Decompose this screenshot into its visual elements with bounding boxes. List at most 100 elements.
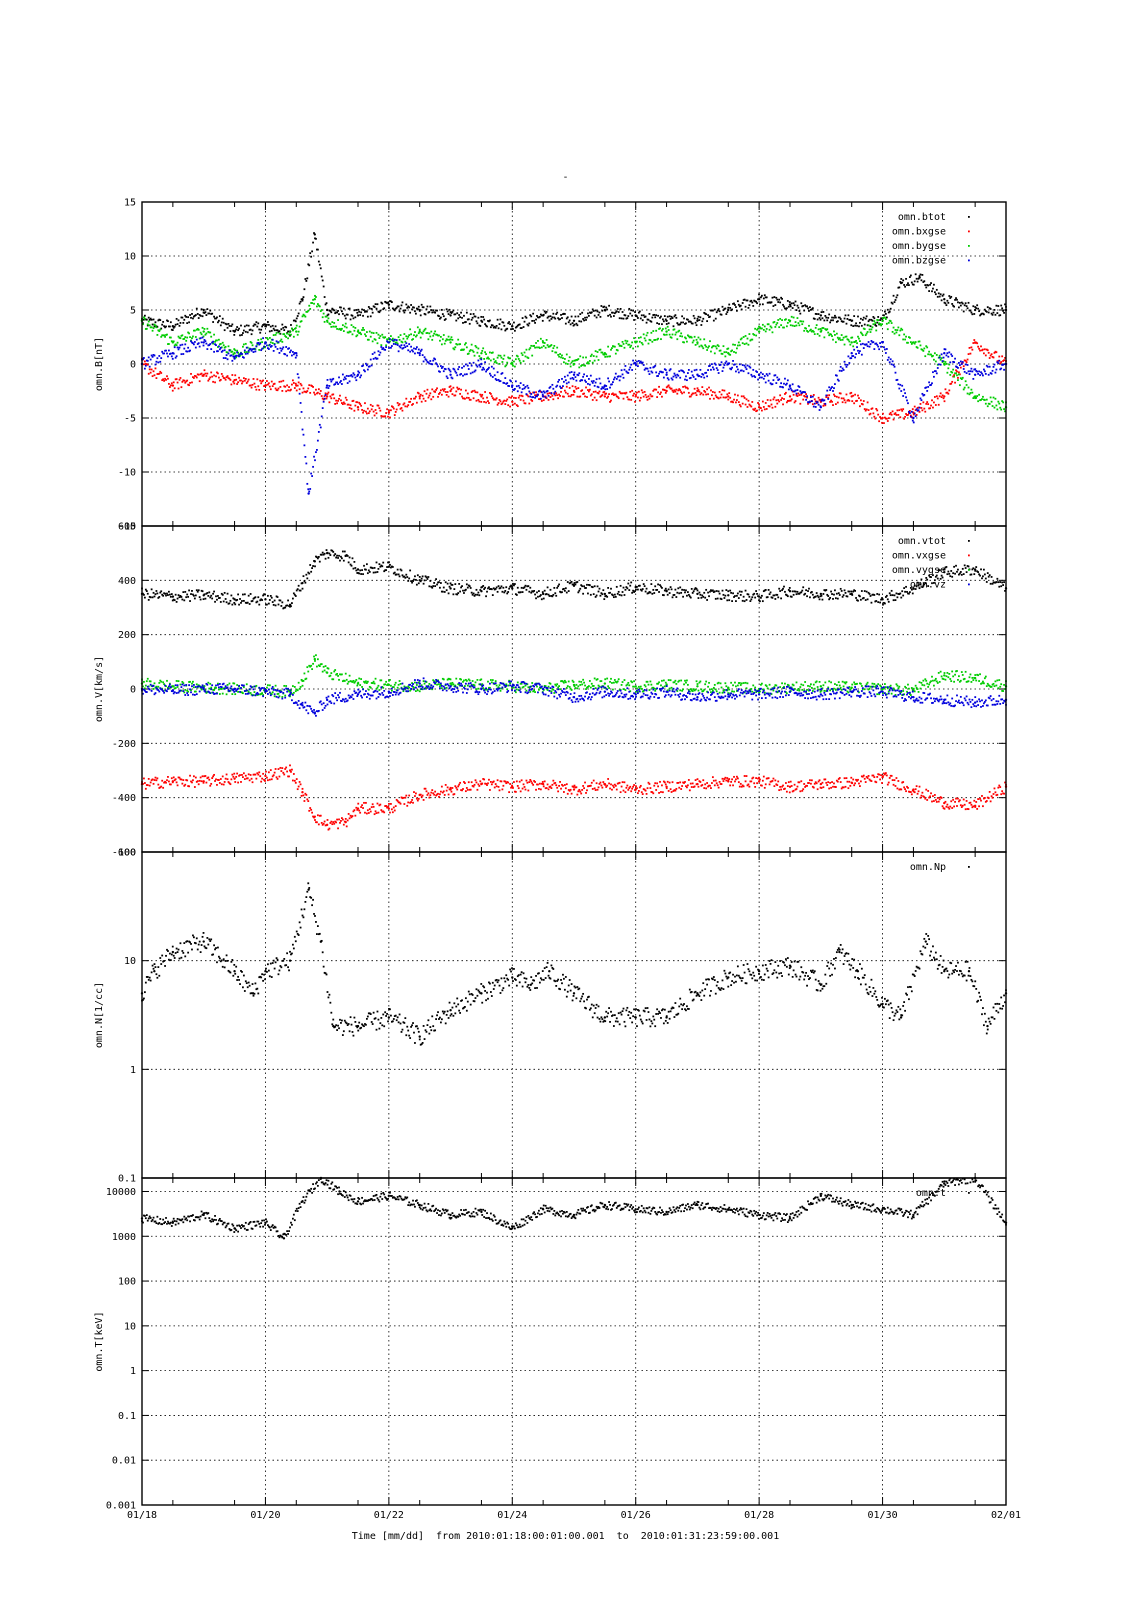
scatter-dot	[165, 326, 167, 328]
scatter-dot	[305, 574, 307, 576]
scatter-dot	[270, 388, 272, 390]
scatter-dot	[917, 281, 919, 283]
scatter-dot	[692, 374, 694, 376]
scatter-dot	[695, 322, 697, 324]
scatter-dot	[864, 590, 866, 592]
scatter-dot	[267, 321, 269, 323]
scatter-dot	[871, 602, 873, 604]
scatter-dot	[773, 396, 775, 398]
scatter-dot	[711, 394, 713, 396]
scatter-dot	[755, 335, 757, 337]
scatter-dot	[221, 322, 223, 324]
scatter-dot	[834, 395, 836, 397]
scatter-dot	[262, 773, 264, 775]
scatter-dot	[522, 317, 524, 319]
scatter-dot	[186, 779, 188, 781]
scatter-dot	[172, 358, 174, 360]
scatter-dot	[954, 382, 956, 384]
scatter-dot	[823, 336, 825, 338]
scatter-dot	[220, 778, 222, 780]
scatter-dot	[247, 602, 249, 604]
scatter-dot	[336, 382, 338, 384]
scatter-dot	[881, 422, 883, 424]
scatter-dot	[856, 400, 858, 402]
scatter-dot	[434, 585, 436, 587]
scatter-dot	[335, 557, 337, 559]
scatter-dot	[213, 334, 215, 336]
scatter-dot	[153, 319, 155, 321]
scatter-dot	[907, 414, 909, 416]
scatter-dot	[458, 366, 460, 368]
scatter-dot	[695, 392, 697, 394]
data-point	[943, 298, 945, 300]
scatter-dot	[353, 561, 355, 563]
scatter-dot	[281, 341, 283, 343]
scatter-dot	[950, 296, 952, 298]
scatter-dot	[674, 391, 676, 393]
scatter-dot	[851, 320, 853, 322]
scatter-dot	[692, 592, 694, 594]
scatter-dot	[841, 370, 843, 372]
scatter-dot	[445, 391, 447, 393]
scatter-dot	[227, 593, 229, 595]
scatter-dot	[694, 388, 696, 390]
scatter-dot	[426, 576, 428, 578]
scatter-dot	[944, 364, 946, 366]
scatter-dot	[909, 412, 911, 414]
scatter-dot	[328, 314, 330, 316]
scatter-dot	[442, 366, 444, 368]
scatter-dot	[956, 374, 958, 376]
scatter-dot	[946, 573, 948, 575]
scatter-dot	[330, 311, 332, 313]
scatter-dot	[330, 381, 332, 383]
scatter-dot	[465, 342, 467, 344]
scatter-dot	[409, 401, 411, 403]
scatter-dot	[802, 399, 804, 401]
scatter-dot	[774, 304, 776, 306]
scatter-dot	[976, 395, 978, 397]
scatter-dot	[699, 375, 701, 377]
scatter-dot	[478, 355, 480, 357]
data-point	[480, 363, 482, 365]
scatter-dot	[539, 347, 541, 349]
scatter-dot	[896, 294, 898, 296]
scatter-dot	[951, 372, 953, 374]
scatter-dot	[422, 575, 424, 577]
scatter-dot	[815, 327, 817, 329]
scatter-dot	[862, 343, 864, 345]
scatter-dot	[732, 344, 734, 346]
scatter-dot	[977, 373, 979, 375]
scatter-dot	[231, 604, 233, 606]
scatter-dot	[500, 587, 502, 589]
scatter-dot	[650, 321, 652, 323]
scatter-dot	[732, 401, 734, 403]
scatter-dot	[378, 350, 380, 352]
scatter-dot	[520, 591, 522, 593]
scatter-dot	[178, 349, 180, 351]
scatter-dot	[162, 378, 164, 380]
scatter-dot	[264, 780, 266, 782]
scatter-dot	[898, 409, 900, 411]
scatter-dot	[447, 339, 449, 341]
scatter-dot	[290, 605, 292, 607]
scatter-dot	[868, 324, 870, 326]
scatter-dot	[524, 321, 526, 323]
scatter-dot	[845, 592, 847, 594]
scatter-dot	[475, 594, 477, 596]
scatter-dot	[183, 380, 185, 382]
scatter-dot	[215, 375, 217, 377]
data-point	[203, 330, 205, 332]
scatter-dot	[385, 344, 387, 346]
scatter-dot	[565, 363, 567, 365]
scatter-dot	[951, 355, 953, 357]
scatter-dot	[690, 321, 692, 323]
scatter-dot	[148, 321, 150, 323]
scatter-dot	[385, 346, 387, 348]
scatter-dot	[682, 596, 684, 598]
scatter-dot	[826, 390, 828, 392]
scatter-dot	[588, 315, 590, 317]
scatter-dot	[798, 324, 800, 326]
scatter-dot	[431, 587, 433, 589]
scatter-dot	[995, 351, 997, 353]
scatter-dot	[879, 342, 881, 344]
